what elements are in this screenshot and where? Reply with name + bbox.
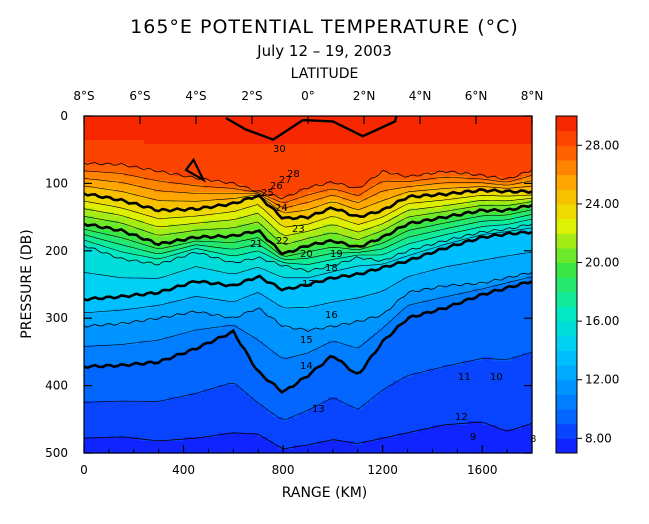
contour-label: 26 (270, 181, 283, 192)
isotherm-t12 (83, 272, 533, 332)
lat-tick-label: 6°S (129, 89, 150, 103)
y-tick-label: 500 (45, 446, 68, 460)
contour-label: 27 (279, 175, 292, 186)
x-axis-label: RANGE (KM) (281, 485, 368, 501)
chart-subtitle: July 12 – 19, 2003 (257, 42, 392, 60)
contour-label: 23 (292, 224, 305, 235)
isotherm-minor (83, 178, 533, 209)
lat-tick-label: 0° (301, 89, 315, 103)
contour-label: 24 (275, 203, 288, 214)
isotherm-minor (83, 185, 533, 214)
isotherm-minor (83, 218, 533, 265)
isotherm-30-patch (184, 157, 207, 183)
lat-tick-label: 2°S (241, 89, 262, 103)
isotherm-minor (83, 351, 533, 420)
contour-label: 28 (287, 169, 300, 180)
contour-label: 19 (330, 249, 343, 260)
contour-label: 30 (273, 144, 286, 155)
contour-label: 15 (300, 335, 313, 346)
isotherm-minor (83, 201, 533, 245)
colorbar-tick-label: 16.00 (585, 314, 619, 328)
isotherm-minor (83, 276, 533, 360)
lat-tick-label: 8°S (73, 89, 94, 103)
contour-label: 25 (261, 188, 274, 199)
y-tick-label: 400 (45, 379, 68, 393)
contour-label: 20 (300, 249, 313, 260)
y-tick-label: 200 (45, 244, 68, 258)
contour-label: 11 (458, 372, 471, 383)
colorbar-tick-label: 8.00 (585, 431, 612, 445)
top-axis-label: LATITUDE (290, 66, 359, 82)
isotherm-t24 (83, 187, 533, 221)
colorbar-frame (555, 115, 578, 454)
x-tick-label: 1600 (467, 463, 498, 477)
contour-label: 17 (302, 279, 315, 290)
isotherm-t14 (83, 230, 533, 302)
y-tick-label: 0 (60, 109, 68, 123)
contour-label: 21 (250, 239, 263, 250)
lat-tick-label: 2°N (353, 89, 376, 103)
colorbar-tick-label: 12.00 (585, 373, 619, 387)
contour-label: 14 (300, 361, 313, 372)
isotherm-t20 (83, 204, 533, 256)
contour-label: 16 (325, 310, 338, 321)
chart-title: 165°E POTENTIAL TEMPERATURE (°C) (130, 16, 519, 38)
x-tick-label: 1200 (367, 463, 398, 477)
contour-label: 12 (455, 412, 468, 423)
isotherm-minor (83, 197, 533, 237)
isotherm-minor (83, 214, 533, 261)
isotherm-minor (83, 251, 533, 314)
y-tick-label: 300 (45, 311, 68, 325)
colorbar-tick-label: 20.00 (585, 256, 619, 270)
lat-tick-label: 4°S (185, 89, 206, 103)
y-tick-label: 100 (45, 176, 68, 190)
x-tick-label: 400 (172, 463, 195, 477)
x-tick-label: 800 (272, 463, 295, 477)
isotherm-minor (83, 170, 533, 203)
x-tick-label: 0 (80, 463, 88, 477)
contour-label: 10 (490, 372, 503, 383)
lat-tick-label: 6°N (465, 89, 488, 103)
isotherm-minor (83, 227, 533, 279)
contour-label: 8 (530, 434, 536, 445)
contour-label: 9 (470, 432, 476, 443)
lat-tick-label: 4°N (409, 89, 432, 103)
isotherm-t10 (83, 280, 533, 395)
isotherm-t8 (83, 421, 533, 450)
isotherm-30 (225, 115, 398, 141)
isotherm-minor (83, 194, 533, 228)
lat-tick-label: 8°N (521, 89, 544, 103)
contour-label: 13 (312, 404, 325, 415)
isotherm-t16 (83, 223, 533, 273)
contour-label: 22 (276, 236, 289, 247)
colorbar (556, 116, 577, 454)
colorbar-tick-label: 28.00 (585, 138, 619, 152)
isotherm-minor (83, 209, 533, 257)
colorbar-tick-label: 24.00 (585, 197, 619, 211)
contour-label: 18 (325, 263, 338, 274)
isotherm-t28 (83, 162, 533, 200)
